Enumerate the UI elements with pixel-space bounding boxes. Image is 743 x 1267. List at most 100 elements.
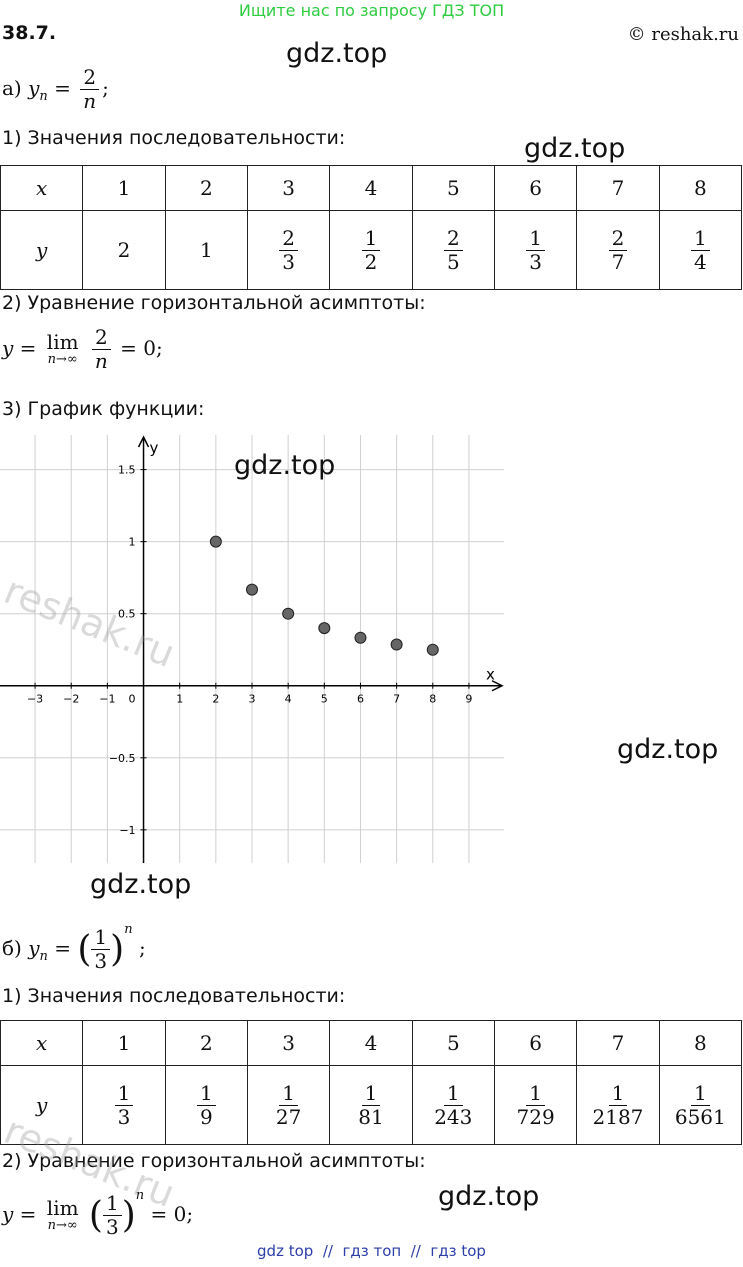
fraction: 1 6561 [672, 1081, 729, 1129]
header-cell: 4 [329, 1020, 413, 1066]
fraction: 1 27 [273, 1081, 304, 1129]
cell-text: 2 [117, 238, 131, 262]
power: n [135, 1188, 145, 1203]
numerator: 1 [690, 1081, 710, 1106]
denominator: 5 [446, 249, 460, 274]
denominator: 2 [364, 249, 378, 274]
x-tick-label: 4 [285, 693, 292, 706]
header-cell: 5 [411, 1020, 495, 1066]
point [318, 622, 331, 635]
header-cell: 8 [658, 1020, 743, 1066]
numerator: 2 [80, 66, 100, 90]
cell-text: 5 [446, 176, 460, 200]
values-table: x 1 2 3 4 5 6 7 8 y 1 3 1 9 1 27 1 81 1 243 1 729 1 2187 1 6561 [0, 1020, 743, 1145]
index: n [39, 89, 48, 104]
numerator: 1 [361, 1081, 381, 1106]
denominator: 81 [358, 1104, 384, 1129]
denominator: n [83, 89, 97, 113]
header-cell: 1 [82, 1020, 166, 1066]
header-cell: 7 [576, 1020, 660, 1066]
table-row: y 1 3 1 9 1 27 1 81 1 243 1 729 1 2187 1 6561 [0, 1065, 743, 1145]
numerator: 1 [361, 226, 381, 251]
formula-b: б) yn = (1 3)n ; [2, 922, 146, 973]
numerator: 2 [92, 326, 111, 350]
var: y [2, 1202, 14, 1226]
header-cell: 2 [164, 1020, 248, 1066]
numerator: 2 [608, 226, 628, 251]
limit: lim n→∞ [47, 331, 79, 367]
lim: lim [46, 1196, 79, 1221]
value-cell: 1 [164, 210, 248, 290]
value-cell: 1 81 [329, 1065, 413, 1145]
lim: lim [46, 330, 79, 355]
numerator: 1 [526, 1081, 545, 1106]
cell-text: 7 [611, 1031, 625, 1055]
denominator: 3 [105, 1215, 119, 1239]
value-cell: 1 2187 [576, 1065, 660, 1145]
table-row: x 1 2 3 4 5 6 7 8 [0, 1020, 743, 1066]
cell-text: x [36, 176, 48, 200]
table-row: x 1 2 3 4 5 6 7 8 [0, 165, 743, 211]
x-tick-label: 7 [393, 693, 400, 706]
watermark: gdz.top [286, 38, 388, 69]
x-axis-label: x [486, 666, 495, 684]
x-tick-label: −2 [63, 693, 79, 706]
x-tick-label: −3 [27, 693, 43, 706]
eq: = [19, 336, 37, 360]
cell-text: 3 [282, 176, 296, 200]
numerator: 1 [279, 1081, 299, 1106]
fraction: 1 729 [514, 1081, 558, 1129]
point [390, 638, 403, 651]
header-cell: 2 [164, 165, 248, 211]
fraction: 1 243 [431, 1081, 475, 1129]
numerator: 1 [196, 1081, 216, 1106]
y-tick-label: −0.5 [109, 752, 136, 765]
denominator: 243 [434, 1104, 473, 1129]
header-cell: 3 [246, 165, 331, 211]
denominator: 729 [516, 1104, 555, 1129]
value-cell: 1 6561 [658, 1065, 743, 1145]
cell-text: y [36, 1093, 48, 1117]
cell-text: 6 [529, 1031, 542, 1055]
lim-under: n→∞ [47, 352, 78, 368]
denominator: 3 [94, 949, 108, 973]
var: y [2, 336, 14, 360]
watermark: gdz.top [438, 1181, 540, 1212]
header-cell: 5 [411, 165, 495, 211]
x-tick-label: 1 [176, 693, 183, 706]
cell-text: 3 [282, 1031, 296, 1055]
numerator: 1 [608, 1081, 628, 1106]
cell-text: 2 [199, 1031, 213, 1055]
denominator: 3 [529, 249, 542, 274]
result: = 0; [150, 1202, 194, 1226]
header-cell: 4 [329, 165, 413, 211]
paren: ) [110, 929, 125, 970]
cell-text: y [36, 238, 48, 262]
denominator: 3 [117, 1104, 131, 1129]
watermark: gdz.top [524, 133, 626, 164]
paren: ( [88, 1195, 103, 1236]
watermark: gdz.top [617, 734, 719, 765]
row-label-cell: y [0, 210, 84, 290]
point [354, 631, 367, 644]
value-cell: 2 [82, 210, 166, 290]
header-cell: x [0, 165, 84, 211]
cell-text: 7 [611, 176, 625, 200]
asymptote-b: y = lim n→∞ (1 3)n = 0; [2, 1188, 193, 1239]
cell-text: 1 [199, 238, 213, 262]
lim-under: n→∞ [47, 1218, 78, 1234]
